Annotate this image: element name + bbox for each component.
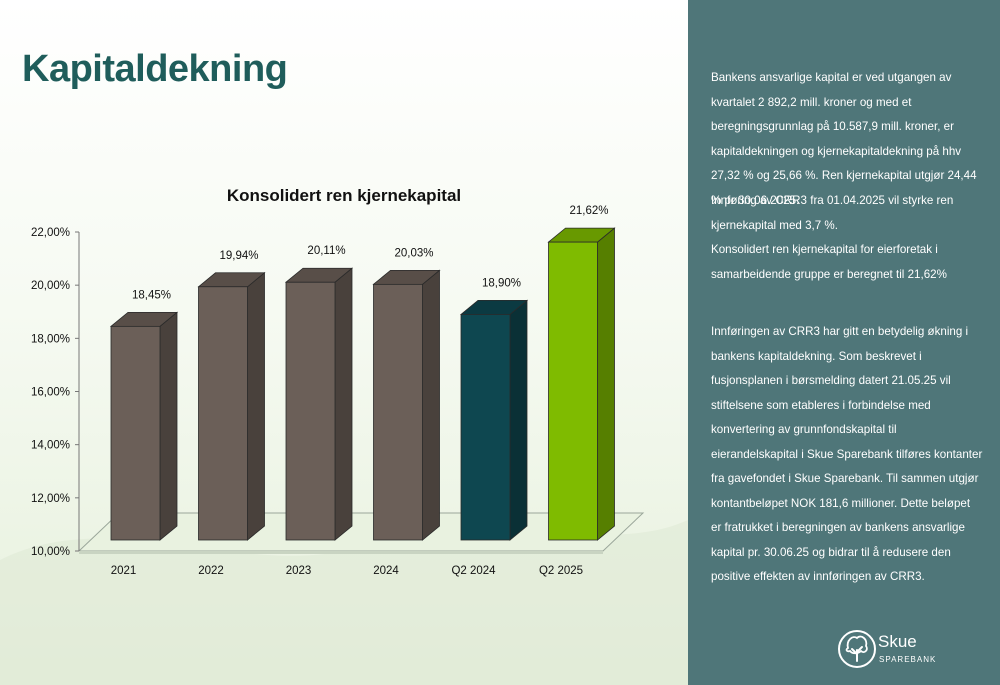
logo-name: Skue (878, 632, 917, 651)
logo-tagline: SPAREBANK (879, 655, 937, 664)
page-title: Kapitaldekning (22, 48, 288, 90)
x-tick-label: 2022 (198, 565, 224, 577)
bar (110, 325, 161, 541)
content-panel: Kapitaldekning Konsolidert ren kjernekap… (0, 0, 688, 685)
bar (373, 283, 423, 541)
sidebar-paragraph-2: Innføring av CRR3 fra 01.04.2025 vil sty… (711, 194, 954, 232)
bar-group (459, 299, 529, 541)
bar-chart: 10,00% 12,00% 14,00% 16,00% 18,00% 20,00% 22,0… (0, 205, 688, 685)
background-hills (0, 520, 688, 685)
chart-floor-edge (79, 551, 603, 554)
chart-title: Konsolidert ren kjernekapital (226, 186, 462, 205)
data-label: 20,03% (394, 247, 433, 259)
bar-side (597, 227, 615, 541)
x-tick-label: 2024 (373, 565, 399, 577)
bar-side (159, 311, 178, 541)
info-sidebar (688, 0, 1000, 685)
bar-group (109, 311, 179, 541)
sidebar-paragraph-4: Innføringen av CRR3 har gitt en betydeli… (711, 325, 983, 583)
bar (285, 281, 336, 541)
x-tick-label: 2023 (286, 565, 312, 577)
data-label: 18,45% (132, 289, 171, 301)
y-tick-label: 18,00% (31, 333, 70, 345)
data-label: 21,62% (569, 205, 608, 217)
bar-side (509, 299, 528, 541)
bar-group (372, 269, 441, 541)
y-tick-label: 12,00% (31, 493, 70, 505)
bar-side (422, 269, 440, 541)
x-tick-label: Q2 2024 (451, 565, 496, 577)
bar (460, 314, 511, 541)
sidebar-paragraph-3: Konsolidert ren kjernekapital for eierfo… (711, 243, 947, 281)
tree-icon (838, 630, 876, 668)
bar-group (547, 227, 616, 541)
x-tick-label: 2021 (111, 565, 137, 577)
x-tick-label: Q2 2025 (539, 565, 583, 577)
y-tick-label: 14,00% (31, 440, 70, 452)
y-tick-label: 22,00% (31, 227, 70, 239)
bar (198, 286, 248, 541)
y-tick-label: 10,00% (31, 546, 70, 558)
data-label: 19,94% (219, 250, 258, 262)
data-label: 20,11% (307, 245, 345, 257)
y-tick-label: 20,00% (31, 280, 70, 292)
bar-side (247, 271, 265, 541)
bar-group (197, 271, 266, 541)
y-tick-label: 16,00% (31, 387, 70, 399)
bar-side (334, 267, 353, 541)
data-label: 18,90% (482, 277, 521, 289)
sidebar-paragraph-1: Bankens ansvarlige kapital er ved utgang… (711, 71, 977, 207)
bar-group (284, 267, 354, 541)
bar (548, 241, 598, 541)
